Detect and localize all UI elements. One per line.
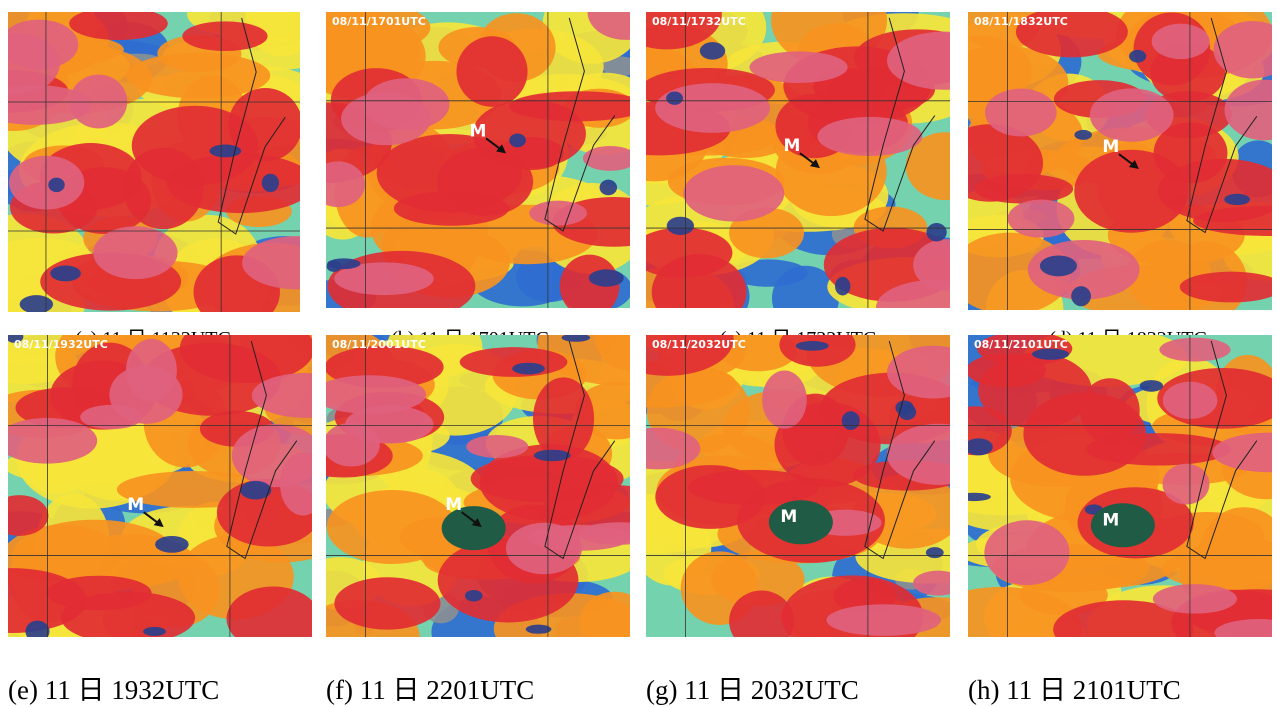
cloud-region (749, 51, 847, 83)
cloud-region (182, 21, 267, 51)
cloud-region (700, 42, 725, 60)
cloud-region (985, 89, 1057, 137)
convective-core (1091, 503, 1155, 547)
cloud-region (334, 577, 440, 629)
satellite-image: 08/11/1832UTC M (968, 12, 1272, 310)
cloud-region (533, 377, 594, 460)
cloud-region (975, 174, 1074, 203)
cloud-region (895, 401, 913, 415)
cloud-region (762, 371, 807, 429)
cloud-region (835, 277, 850, 296)
cloud-region (9, 156, 84, 210)
cloud-region (46, 576, 151, 610)
cloud-region (1086, 433, 1231, 465)
cloud-region (155, 536, 189, 553)
cloud-region (984, 520, 1069, 585)
cloud-region (534, 450, 571, 461)
timestamp: 08/11/1932UTC (14, 338, 108, 351)
cloud-region (655, 83, 770, 133)
cloud-region (667, 217, 694, 235)
cloud-region (926, 223, 946, 241)
cloud-region (817, 117, 922, 156)
timestamp: 08/11/2032UTC (652, 338, 746, 351)
caption: (f) 11 日 2201UTC (326, 668, 534, 707)
cloud-region (70, 75, 127, 129)
cloud-region (466, 435, 528, 458)
timestamp: 08/11/2001UTC (332, 338, 426, 351)
caption: (h) 11 日 2101UTC (968, 668, 1181, 707)
cloud-region (506, 523, 582, 574)
cloud-region (1152, 24, 1210, 59)
cloud-region (394, 191, 509, 226)
cloud-region (655, 465, 765, 529)
cloud-region (589, 269, 624, 286)
satellite-image: 08/11/2101UTC M (968, 335, 1272, 637)
cloud-region (327, 261, 342, 272)
cloud-region (209, 144, 241, 157)
cloud-region (126, 53, 270, 99)
cloud-region (1140, 380, 1164, 392)
satellite-image: 08/11/1701UTC M (326, 12, 630, 308)
cloud-region (1224, 194, 1250, 205)
cloud-region (50, 265, 81, 281)
cloud-region (93, 226, 177, 279)
cloud-region (512, 363, 545, 375)
marker-label: M (780, 507, 797, 527)
satellite-image: 08/11/1932UTC M (8, 335, 312, 637)
cloud-region (509, 133, 526, 147)
satellite-image: 08/11/2032UTC M (646, 335, 950, 637)
satellite-image: 08/11/2001UTC M (326, 335, 630, 637)
marker-label: M (127, 495, 144, 515)
timestamp: 08/11/1832UTC (974, 15, 1068, 28)
cloud-region (456, 36, 527, 107)
cloud-region (1090, 88, 1174, 141)
cloud-region (109, 365, 182, 423)
cloud-region (465, 590, 483, 602)
cloud-region (796, 341, 829, 351)
cloud-region (1159, 338, 1230, 362)
cloud-region (666, 92, 683, 105)
cloud-region (143, 627, 166, 636)
figure: (a) 11 日 1132UTC08/11/1701UTCM(b) 11 日 1… (0, 0, 1277, 702)
cloud-region (683, 165, 784, 221)
cloud-region (1074, 130, 1092, 140)
cloud-region (1153, 584, 1237, 614)
cloud-region (132, 106, 259, 186)
cloud-region (460, 347, 568, 377)
timestamp: 08/11/1732UTC (652, 15, 746, 28)
caption: (g) 11 日 2032UTC (646, 668, 859, 707)
cloud-region (262, 174, 279, 192)
cloud-region (826, 604, 941, 636)
satellite-image (8, 12, 300, 312)
timestamp: 08/11/2101UTC (974, 338, 1068, 351)
marker-label: M (783, 136, 800, 156)
cloud-region (473, 99, 586, 168)
caption: (e) 11 日 1932UTC (8, 668, 219, 707)
cloud-region (1040, 255, 1077, 276)
cloud-region (600, 180, 618, 196)
cloud-region (1008, 200, 1075, 238)
marker-label: M (1102, 510, 1119, 530)
cloud-region (363, 78, 449, 130)
marker-label: M (445, 495, 462, 515)
marker-label: M (1102, 137, 1119, 157)
cloud-region (1129, 50, 1146, 63)
cloud-region (926, 547, 944, 558)
convective-core (769, 500, 833, 544)
timestamp: 08/11/1701UTC (332, 15, 426, 28)
cloud-region (529, 201, 587, 226)
satellite-image: 08/11/1732UTC M (646, 12, 950, 308)
marker-label: M (470, 121, 487, 141)
cloud-region (48, 178, 64, 192)
cloud-region (1071, 286, 1091, 306)
cloud-region (842, 411, 860, 430)
